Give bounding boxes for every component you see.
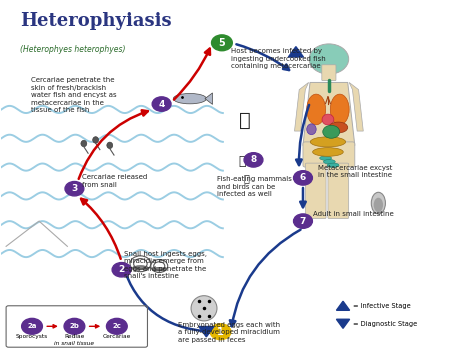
FancyBboxPatch shape	[328, 163, 349, 219]
Circle shape	[210, 324, 231, 340]
Text: 5: 5	[219, 38, 225, 48]
Circle shape	[309, 44, 349, 74]
Ellipse shape	[313, 148, 343, 156]
Polygon shape	[288, 46, 303, 57]
FancyBboxPatch shape	[303, 142, 355, 167]
Circle shape	[293, 214, 312, 228]
Ellipse shape	[323, 159, 335, 164]
Text: 🦅: 🦅	[238, 155, 246, 168]
Polygon shape	[337, 319, 350, 328]
Text: 🐕: 🐕	[239, 111, 251, 130]
Ellipse shape	[307, 124, 316, 135]
Circle shape	[65, 182, 84, 196]
Text: Sporocysts: Sporocysts	[16, 334, 48, 339]
Ellipse shape	[319, 156, 331, 160]
Circle shape	[152, 97, 171, 111]
Text: Cercariae penetrate the
skin of fresh/brackish
water fish and encyst as
metacerc: Cercariae penetrate the skin of fresh/br…	[31, 77, 117, 113]
Text: (Heterophyes heterophyes): (Heterophyes heterophyes)	[20, 45, 126, 54]
Text: Heterophyiasis: Heterophyiasis	[20, 12, 172, 30]
Ellipse shape	[107, 142, 113, 148]
Ellipse shape	[310, 137, 346, 147]
Ellipse shape	[81, 140, 87, 147]
FancyBboxPatch shape	[305, 163, 326, 219]
Text: Cercariae: Cercariae	[103, 334, 131, 339]
Text: 2b: 2b	[70, 323, 79, 329]
Text: 1: 1	[217, 327, 224, 337]
Ellipse shape	[191, 296, 217, 321]
Text: Embryonated eggs each with
a fully-developed miracidium
are passed in feces: Embryonated eggs each with a fully-devel…	[178, 322, 280, 343]
Circle shape	[22, 318, 42, 334]
Ellipse shape	[322, 114, 334, 125]
Text: 🐈: 🐈	[244, 173, 249, 183]
Circle shape	[323, 125, 340, 138]
Circle shape	[244, 153, 263, 167]
Circle shape	[107, 318, 127, 334]
Text: Fish-eating mammals
and birds can be
infected as well: Fish-eating mammals and birds can be inf…	[217, 176, 292, 197]
Ellipse shape	[330, 94, 349, 125]
Text: Host becomes infected by
ingesting undercooked fish
containing metacercariae: Host becomes infected by ingesting under…	[231, 48, 326, 69]
Text: Cercariae released
from snail: Cercariae released from snail	[82, 174, 148, 188]
Text: Rediae: Rediae	[64, 334, 85, 339]
Ellipse shape	[133, 266, 148, 270]
Circle shape	[211, 35, 232, 51]
Text: 4: 4	[158, 99, 165, 109]
Text: Snail host ingests eggs,
miracidia emerge from
eggs and penetrate the
snail's in: Snail host ingests eggs, miracidia emerg…	[124, 251, 207, 279]
Text: 2c: 2c	[112, 323, 121, 329]
Polygon shape	[349, 82, 363, 131]
FancyBboxPatch shape	[322, 65, 336, 81]
Ellipse shape	[327, 163, 339, 167]
Ellipse shape	[92, 137, 99, 143]
Circle shape	[64, 318, 85, 334]
Ellipse shape	[371, 192, 385, 214]
Text: Adult in small intestine: Adult in small intestine	[313, 211, 394, 217]
Ellipse shape	[329, 122, 348, 133]
Text: 6: 6	[300, 174, 306, 182]
Polygon shape	[303, 82, 355, 146]
Polygon shape	[205, 93, 212, 105]
Ellipse shape	[153, 268, 165, 271]
Circle shape	[112, 262, 131, 277]
Text: = Diagnostic Stage: = Diagnostic Stage	[353, 321, 417, 327]
Text: 2: 2	[118, 265, 125, 274]
Text: 8: 8	[250, 155, 256, 164]
Polygon shape	[294, 82, 309, 131]
Polygon shape	[199, 327, 214, 337]
Circle shape	[293, 171, 312, 185]
Ellipse shape	[374, 198, 383, 212]
Text: Metacercariae excyst
in the small intestine: Metacercariae excyst in the small intest…	[318, 164, 392, 178]
Text: 2a: 2a	[27, 323, 36, 329]
Text: 3: 3	[71, 184, 78, 193]
Ellipse shape	[307, 94, 326, 125]
Text: 7: 7	[300, 217, 306, 226]
Text: in snail tissue: in snail tissue	[55, 341, 94, 346]
Text: = Infective Stage: = Infective Stage	[353, 303, 410, 309]
Polygon shape	[337, 301, 350, 310]
Ellipse shape	[173, 93, 207, 104]
